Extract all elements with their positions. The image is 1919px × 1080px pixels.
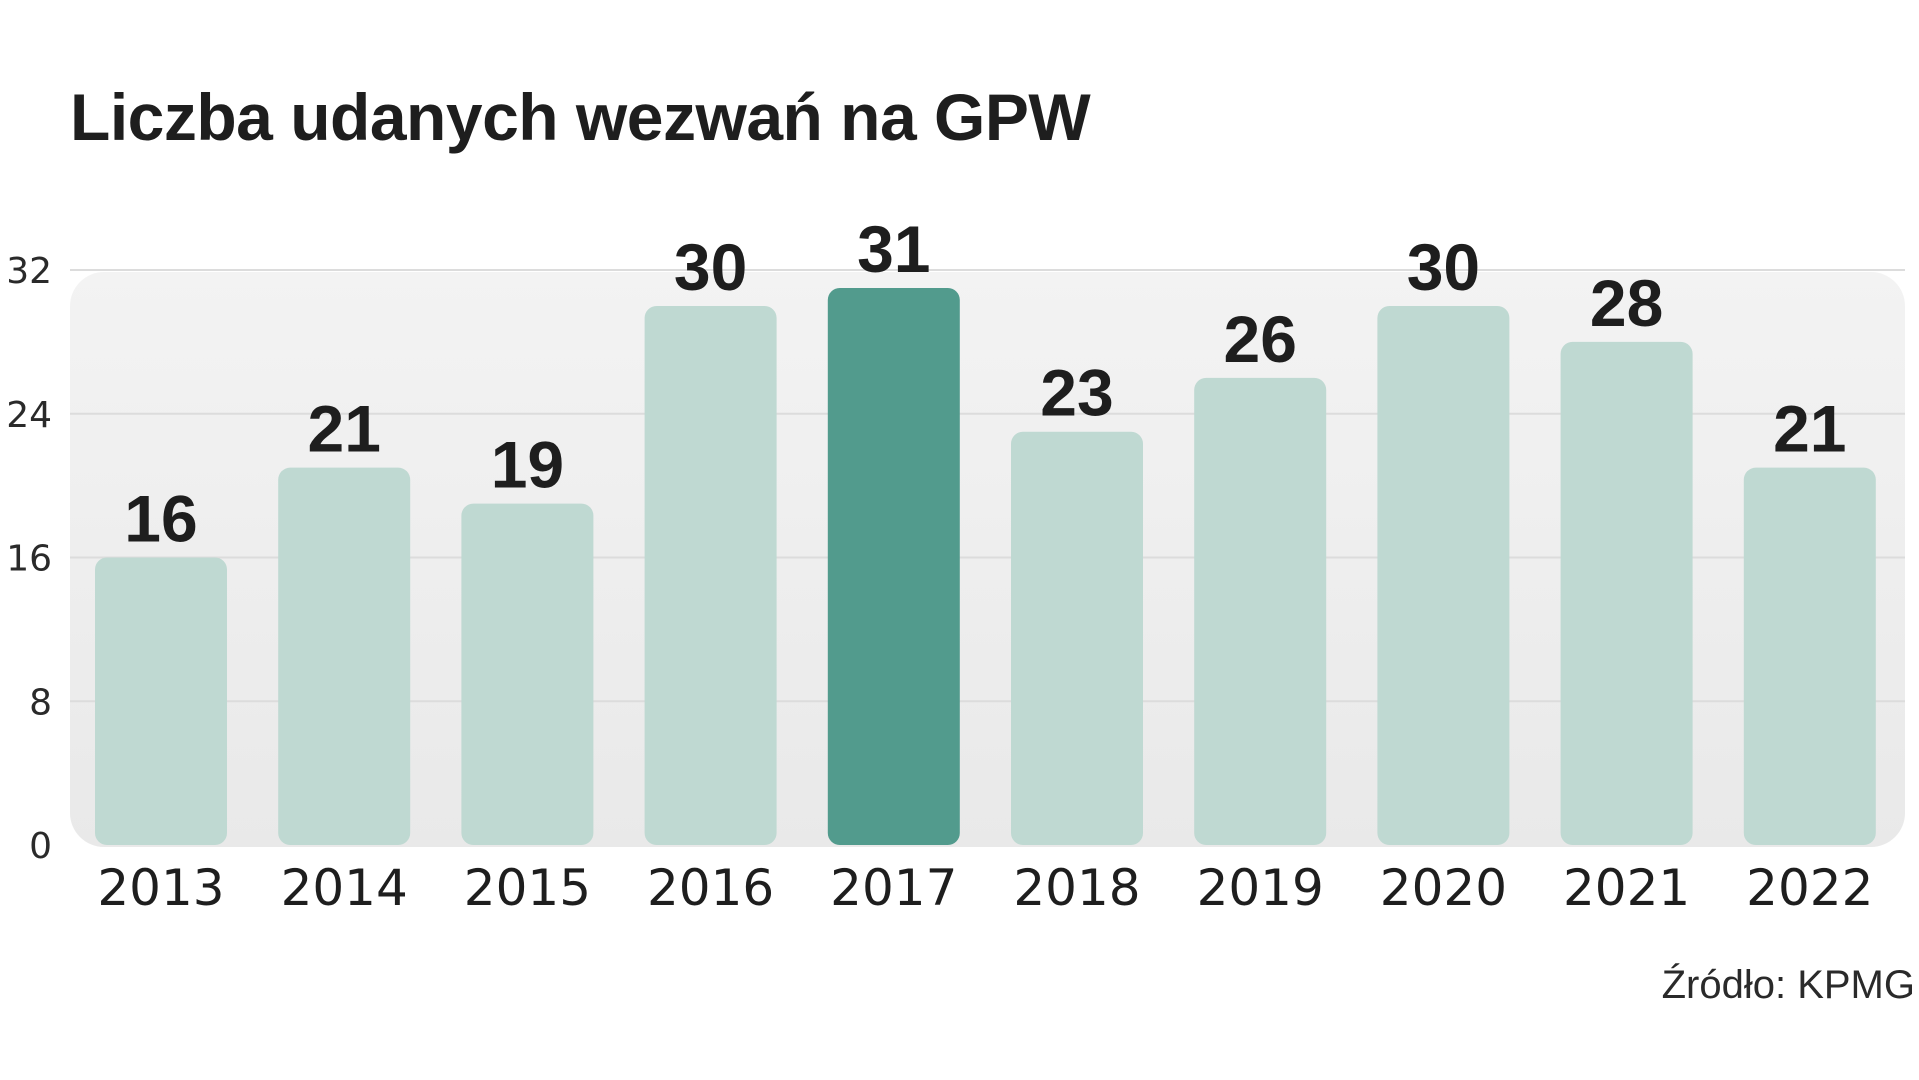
bar <box>1194 377 1327 845</box>
y-tick-label: 16 <box>6 539 52 580</box>
x-tick-label: 2019 <box>1197 859 1324 917</box>
bar <box>827 287 960 845</box>
x-tick-label: 2013 <box>97 859 224 917</box>
value-label: 28 <box>1590 266 1663 340</box>
x-axis-labels: 2013 2014 2015 2016 2017 2018 2019 2020 2021 2022 <box>97 859 1873 917</box>
x-tick-label: 2017 <box>830 859 957 917</box>
y-axis-ticks: 0 8 16 24 32 <box>6 251 52 867</box>
bar <box>1743 467 1876 845</box>
value-label: 21 <box>1773 392 1846 466</box>
value-label: 30 <box>674 230 747 304</box>
bar <box>95 557 227 845</box>
bar <box>1560 341 1693 845</box>
value-label: 23 <box>1040 356 1113 430</box>
y-tick-label: 8 <box>29 682 52 723</box>
y-tick-label: 0 <box>29 826 52 867</box>
x-tick-label: 2016 <box>647 859 774 917</box>
source-note: Źródło: KPMG <box>1662 962 1915 1007</box>
bar <box>644 305 777 845</box>
value-labels: 16 21 19 30 31 23 26 30 28 21 <box>124 212 1846 556</box>
value-label: 26 <box>1223 302 1296 376</box>
bar <box>278 467 411 845</box>
value-label: 30 <box>1407 230 1480 304</box>
chart-title: Liczba udanych wezwań na GPW <box>70 80 1091 154</box>
value-label: 31 <box>857 212 930 286</box>
x-tick-label: 2022 <box>1746 859 1873 917</box>
value-label: 16 <box>124 482 197 556</box>
value-label: 21 <box>307 392 380 466</box>
y-tick-label: 24 <box>6 395 52 436</box>
bar <box>1011 431 1143 845</box>
x-tick-label: 2015 <box>464 859 591 917</box>
x-tick-label: 2018 <box>1013 859 1140 917</box>
bar <box>1377 305 1510 845</box>
x-tick-label: 2014 <box>281 859 408 917</box>
bars <box>95 287 1876 845</box>
bar <box>461 503 594 845</box>
x-tick-label: 2021 <box>1563 859 1690 917</box>
x-tick-label: 2020 <box>1380 859 1507 917</box>
y-tick-label: 32 <box>6 251 52 292</box>
value-label: 19 <box>491 428 564 502</box>
